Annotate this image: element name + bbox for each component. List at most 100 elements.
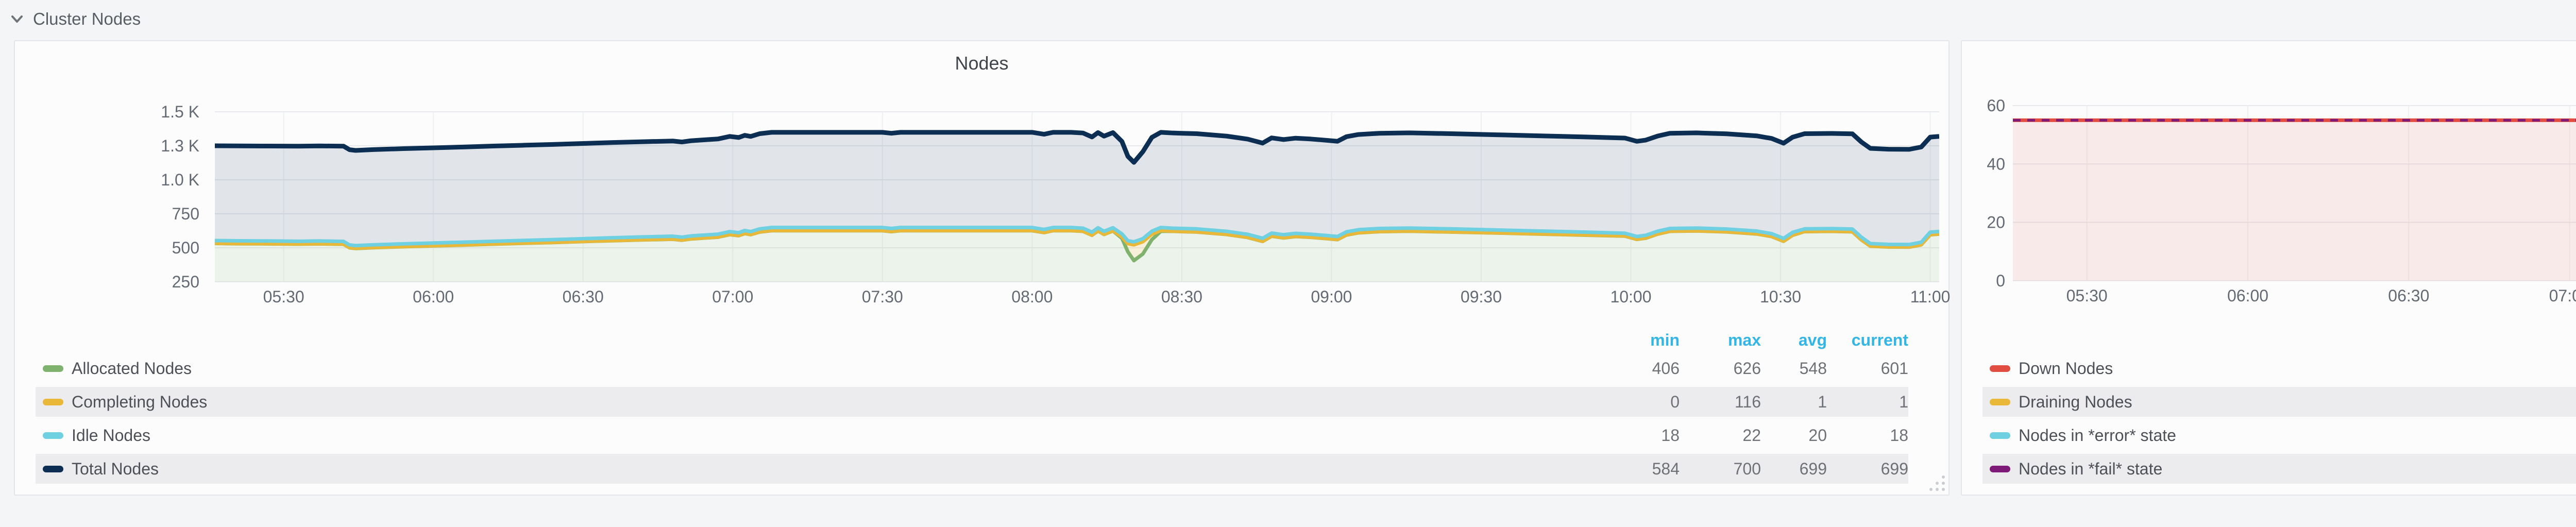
row-title: Cluster Nodes [33,9,141,28]
stat-current: 1 [1899,392,1908,411]
series-name: Down Nodes [2019,359,2113,378]
x-axis-tick-label: 10:00 [1610,287,1651,306]
x-axis-tick-label: 10:30 [1760,287,1801,306]
x-axis-tick-label: 08:00 [1011,287,1053,306]
series-label[interactable]: Allocated Nodes [36,359,1602,378]
area-Allocated Nodes [215,230,1939,282]
nodes-legend: min max avg current Allocated Nodes 406 62… [36,329,1908,487]
stat-min: 18 [1661,426,1680,445]
stat-current: 601 [1880,359,1908,378]
nodes-chart[interactable]: 1.5 K 1.3 K 1.0 K 750 500 250 05:30 06:00 06:30 0… [15,103,1951,319]
series-label[interactable]: Total Nodes [36,460,1602,479]
series-color-swatch [43,365,63,372]
x-axis-tick-label: 07:00 [712,287,753,306]
legend-row: Nodes in *error* state0000 [1982,420,2576,450]
series-label[interactable]: Completing Nodes [36,393,1602,412]
series-name: Nodes in *fail* state [2019,459,2163,478]
panel-resize-handle[interactable] [1928,474,1946,492]
series-name: Allocated Nodes [72,359,192,378]
x-axis-tick-label: 06:30 [563,287,604,306]
series-color-swatch [1990,365,2010,372]
series-color-swatch [43,465,63,472]
y-axis-tick-label: 1.0 K [161,171,199,189]
stat-avg: 548 [1799,359,1827,378]
stat-current: 699 [1880,459,1908,478]
stat-min: 584 [1652,459,1680,478]
y-axis-tick-label: 500 [172,239,199,257]
legend-header: min max avg current [1982,329,2576,351]
fail-nodes-legend: min max avg current Down Nodes55555555 Dr… [1982,329,2576,487]
stat-max: 700 [1733,459,1761,478]
x-axis-tick-label: 11:00 [1910,287,1951,306]
gridlines [2013,105,2576,281]
y-axis-tick-label: 1.5 K [161,103,199,121]
legend-header-max[interactable]: max [1727,330,1761,349]
x-axis-tick-label: 07:30 [862,287,903,306]
legend-header-current[interactable]: current [1851,330,1908,349]
series-color-swatch [1990,398,2010,405]
series-label[interactable]: Draining Nodes [1982,393,2576,412]
series-label[interactable]: Nodes in *fail* state [1982,460,2576,479]
stat-current: 18 [1890,426,1908,445]
x-axis-tick-label: 06:30 [2388,286,2429,305]
stat-max: 626 [1733,359,1761,378]
y-axis-tick-label: 1.3 K [161,137,199,155]
x-axis-tick-label: 09:30 [1461,287,1502,306]
x-axis-tick-label: 07:00 [2549,286,2576,305]
y-axis-tick-label: 250 [172,273,199,291]
stat-avg: 1 [1818,392,1827,411]
series-color-swatch [43,398,63,405]
area-Down Nodes [2013,120,2576,281]
x-axis-tick-label: 06:00 [2227,286,2268,305]
x-axis-tick-label: 06:00 [413,287,454,306]
chevron-down-icon [8,10,26,28]
stat-min: 0 [1670,392,1680,411]
series-color-swatch [43,432,63,439]
legend-row: Nodes in *fail* state0000 [1982,454,2576,484]
series-area-group [215,130,1939,282]
y-axis-tick-label: 60 [1987,96,2005,115]
series-name: Idle Nodes [72,426,150,445]
series-name: Draining Nodes [2019,392,2132,411]
series-color-swatch [1990,465,2010,472]
series-name: Nodes in *error* state [2019,426,2176,445]
series-area-group [2013,118,2576,281]
legend-row: Total Nodes 584 700 699 699 [36,454,1908,484]
legend-row: Idle Nodes 18 22 20 18 [36,420,1908,450]
series-label[interactable]: Nodes in *error* state [1982,426,2576,445]
stat-avg: 699 [1799,459,1827,478]
axis-labels: 604020005:3006:0006:3007:0007:3008:0008:… [1987,96,2576,305]
series-label[interactable]: Idle Nodes [36,426,1602,445]
line-Total Nodes [215,130,1939,165]
legend-header-avg[interactable]: avg [1798,330,1827,349]
y-axis-tick-label: 40 [1987,155,2005,173]
x-axis-tick-label: 05:30 [2066,286,2108,305]
legend-row: Down Nodes55555555 [1982,353,2576,383]
area-Total Nodes [215,132,1939,246]
legend-header-min[interactable]: min [1650,330,1680,349]
y-axis-tick-label: 0 [1996,271,2005,290]
stat-max: 116 [1734,392,1761,411]
panel-fail-down-drain-err-nodes: Fail/Down/Drain/Err Nodes 60 40 20 0 05:30 06… [1961,40,2576,496]
stat-avg: 20 [1808,426,1827,445]
y-axis-tick-label: 750 [172,205,199,223]
series-color-swatch [1990,432,2010,439]
legend-row: Allocated Nodes 406 626 548 601 [36,353,1908,383]
stat-min: 406 [1652,359,1680,378]
x-axis-tick-label: 05:30 [263,287,304,306]
legend-header: min max avg current [36,329,1908,351]
series-label[interactable]: Down Nodes [1982,359,2576,378]
stat-max: 22 [1742,426,1761,445]
panel-title[interactable]: Fail/Down/Drain/Err Nodes [1962,53,2576,74]
fail-down-drain-err-chart[interactable]: 604020005:3006:0006:3007:0007:3008:0008:… [1962,96,2576,319]
x-axis-tick-label: 08:30 [1161,287,1202,306]
panel-nodes: Nodes 1.5 K 1.3 K 1.0 K 750 500 250 05:30 06:00… [14,40,1950,496]
legend-rows: Allocated Nodes 406 626 548 601 Completing No… [36,353,1908,484]
x-axis-tick-label: 09:00 [1311,287,1352,306]
line-Idle Nodes [215,226,1939,248]
series-name: Total Nodes [72,459,159,478]
dashboard-row-toggle[interactable]: Cluster Nodes [8,9,141,29]
panel-title[interactable]: Nodes [955,53,1009,74]
legend-rows: Down Nodes55555555Draining Nodes0000Node… [1982,353,2576,484]
series-name: Completing Nodes [72,392,208,411]
